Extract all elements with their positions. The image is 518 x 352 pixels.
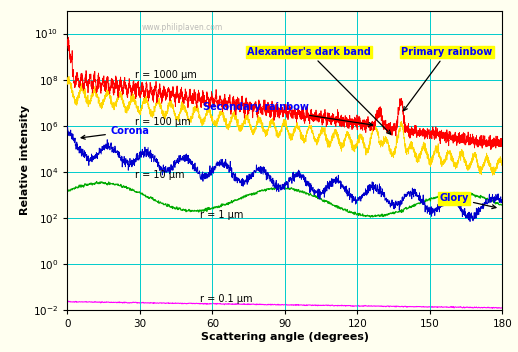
Text: Secondary rainbow: Secondary rainbow [203,102,372,126]
Text: Glory: Glory [439,193,496,209]
Text: r = 100 μm: r = 100 μm [135,117,191,127]
Text: Primary rainbow: Primary rainbow [401,47,493,111]
Text: r = 1 μm: r = 1 μm [200,210,243,220]
X-axis label: Scattering angle (degrees): Scattering angle (degrees) [201,332,369,341]
Text: r = 10 μm: r = 10 μm [135,170,184,180]
Text: Corona: Corona [81,126,150,139]
Y-axis label: Relative intensity: Relative intensity [20,105,30,215]
Text: www.philiplaven.com: www.philiplaven.com [141,23,223,32]
Text: Alexander's dark band: Alexander's dark band [247,47,391,134]
Text: r = 1000 μm: r = 1000 μm [135,70,197,80]
Text: r = 0.1 μm: r = 0.1 μm [200,294,253,304]
